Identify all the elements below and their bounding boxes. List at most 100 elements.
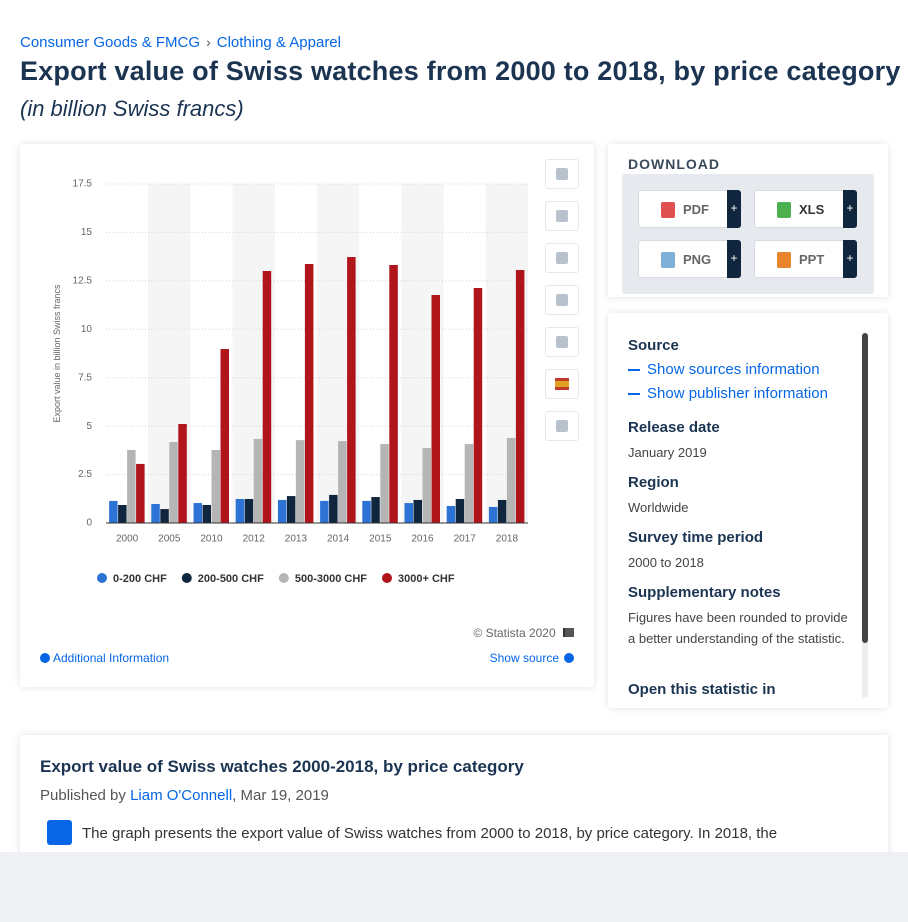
bar <box>497 499 507 523</box>
bar <box>304 264 314 523</box>
bar <box>515 270 525 523</box>
detail-item: Survey time period 2000 to 2018 <box>628 529 853 573</box>
bar <box>235 498 245 523</box>
bar <box>151 504 160 523</box>
download-card: DOWNLOAD PDF + XLS + PNG + PPT + <box>608 144 888 297</box>
bar <box>160 509 169 523</box>
breadcrumb-link[interactable]: Consumer Goods & FMCG <box>20 34 201 51</box>
bar <box>422 448 431 523</box>
x-tick-label: 2018 <box>496 534 519 545</box>
y-axis-label: Export value in billion Swiss francs <box>52 284 62 423</box>
bar <box>169 442 178 523</box>
x-tick-label: 2017 <box>454 534 477 545</box>
settings-button[interactable] <box>545 243 579 273</box>
y-tick-label: 15 <box>81 227 93 238</box>
publisher-link[interactable]: Show publisher information <box>628 385 853 402</box>
download-format: PPT <box>799 252 825 267</box>
ppt-icon <box>777 252 791 268</box>
legend-label: 3000+ CHF <box>398 573 455 585</box>
bar <box>178 424 187 523</box>
detail-label: Survey time period <box>628 529 764 546</box>
bar <box>473 288 483 523</box>
y-tick-label: 5 <box>86 421 92 432</box>
bar <box>347 257 356 523</box>
download-button[interactable]: XLS + <box>754 190 857 228</box>
bar <box>202 504 211 523</box>
download-plus: + <box>727 240 741 278</box>
print-button[interactable] <box>545 411 579 441</box>
detail-item: Supplementary notes Figures have been rou… <box>628 584 853 649</box>
detail-label: Supplementary notes <box>628 584 781 601</box>
chart-card: 0 2.5 5 7.5 10 12.5 15 17.5 Export value in bill… <box>20 144 594 687</box>
sources-link[interactable]: Show sources information <box>628 361 853 378</box>
legend-label: 0-200 CHF <box>113 573 167 585</box>
bar <box>488 506 498 523</box>
bar <box>136 463 145 523</box>
download-plus: + <box>843 190 857 228</box>
bar <box>362 500 371 523</box>
page-subtitle: (in billion Swiss francs) <box>20 96 244 121</box>
x-tick-label: 2005 <box>158 534 181 545</box>
y-tick-label: 2.5 <box>78 469 92 480</box>
breadcrumb-separator: › <box>206 34 211 50</box>
bar <box>506 437 516 523</box>
legend-marker <box>181 573 192 583</box>
detail-item: Region Worldwide <box>628 474 853 518</box>
legend-marker <box>278 573 289 583</box>
bar <box>253 438 263 523</box>
cut-off-heading: Open this statistic in <box>628 681 776 698</box>
scrollbar-thumb[interactable] <box>862 333 868 643</box>
download-button[interactable]: PNG + <box>638 240 741 278</box>
bar <box>211 449 220 523</box>
bar <box>389 264 398 523</box>
bar <box>413 499 422 523</box>
copyright-text: © Statista 2020 <box>473 626 556 640</box>
x-tick-label: 2012 <box>243 534 266 545</box>
cite-button[interactable] <box>545 327 579 357</box>
additional-info-text: Additional Information <box>53 651 170 665</box>
bar <box>118 504 127 523</box>
show-source-link[interactable]: Show source <box>490 651 574 665</box>
x-tick-label: 2010 <box>200 534 223 545</box>
show-source-text: Show source <box>489 651 559 665</box>
bar <box>244 498 254 523</box>
bar <box>193 503 202 523</box>
download-button[interactable]: PPT + <box>754 240 857 278</box>
detail-value: Worldwide <box>628 500 689 515</box>
chart-tools <box>545 159 579 441</box>
notify-button[interactable] <box>545 201 579 231</box>
detail-value: Figures have been rounded to provide a b… <box>628 610 848 646</box>
publish-date: , Mar 19, 2019 <box>232 787 329 804</box>
bar <box>295 440 305 523</box>
chart-icon <box>47 820 72 845</box>
detail-value: January 2019 <box>628 445 707 460</box>
bar <box>262 270 272 523</box>
bar <box>464 443 474 523</box>
bar <box>431 294 440 523</box>
language-button[interactable] <box>545 369 579 399</box>
bar <box>220 349 229 523</box>
detail-item: Release date January 2019 <box>628 419 853 463</box>
additional-info-link[interactable]: Additional Information <box>40 651 169 665</box>
download-button[interactable]: PDF + <box>638 190 741 228</box>
favorite-button[interactable] <box>545 159 579 189</box>
bar <box>404 503 413 523</box>
flag-icon <box>563 628 574 637</box>
footer-band <box>0 852 908 922</box>
bar <box>127 449 136 523</box>
detail-value: 2000 to 2018 <box>628 555 704 570</box>
legend-label: 500-3000 CHF <box>295 573 367 585</box>
author-link[interactable]: Liam O'Connell <box>130 787 233 804</box>
download-format: PNG <box>683 252 712 267</box>
download-format: XLS <box>799 202 825 217</box>
copyright: © Statista 2020 <box>473 626 574 640</box>
download-plus: + <box>727 190 741 228</box>
description-text: The graph presents the export value of S… <box>82 825 778 842</box>
png-icon <box>661 252 675 268</box>
share-button[interactable] <box>545 285 579 315</box>
description-title: Export value of Swiss watches 2000-2018,… <box>40 757 524 776</box>
y-tick-label: 17.5 <box>73 179 93 190</box>
breadcrumb-link[interactable]: Clothing & Apparel <box>216 34 341 51</box>
